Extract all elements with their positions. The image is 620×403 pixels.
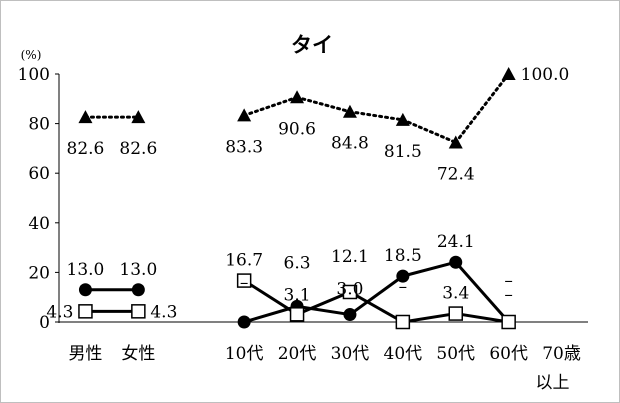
data-label: 83.3 bbox=[225, 137, 263, 157]
data-label: 82.6 bbox=[67, 139, 105, 159]
data-label: 6.3 bbox=[284, 253, 311, 273]
data-label: 13.0 bbox=[67, 260, 105, 280]
triangle-marker bbox=[131, 110, 146, 124]
x-category-label: 70歳 bbox=[542, 344, 581, 364]
square-marker bbox=[236, 273, 252, 288]
x-category-label: 男性 bbox=[68, 344, 102, 364]
data-label: 12.1 bbox=[331, 247, 369, 267]
square-marker bbox=[448, 306, 463, 321]
x-category-label: 以上 bbox=[536, 373, 570, 393]
series-line-segment bbox=[401, 118, 458, 144]
data-label: 3.0 bbox=[336, 280, 363, 300]
y-tick-label: 60 bbox=[28, 164, 50, 184]
series-line-segment bbox=[296, 304, 351, 317]
y-tick-label: 20 bbox=[28, 263, 50, 283]
data-label: 3.1 bbox=[284, 285, 311, 305]
series-line-segment bbox=[295, 95, 352, 114]
series-line-segment bbox=[243, 279, 298, 316]
triangle-marker bbox=[501, 67, 516, 80]
data-label: 90.6 bbox=[278, 119, 316, 139]
y-tick-labels: 0 20 40 60 80 100 bbox=[18, 65, 50, 333]
data-label: 13.0 bbox=[119, 260, 157, 280]
triangle-marker bbox=[237, 108, 252, 122]
y-tick-label: 80 bbox=[28, 115, 50, 135]
triangle-marker bbox=[395, 112, 410, 126]
circle-marker bbox=[131, 283, 145, 297]
series-line-segment bbox=[349, 274, 404, 316]
circle-marker bbox=[449, 255, 463, 269]
data-label: 72.4 bbox=[437, 164, 475, 184]
chart-title: タイ bbox=[291, 33, 333, 57]
x-category-label: 女性 bbox=[121, 344, 155, 364]
circle-marker bbox=[396, 269, 410, 283]
series-line-segment bbox=[242, 95, 299, 117]
data-label: 82.6 bbox=[119, 139, 157, 159]
x-category-label: 20代 bbox=[278, 344, 317, 364]
triangle-marker bbox=[448, 135, 463, 149]
series-group bbox=[78, 67, 516, 330]
data-label: 24.1 bbox=[437, 232, 475, 252]
square-marker bbox=[289, 307, 305, 322]
data-label: 81.5 bbox=[384, 142, 422, 162]
data-label: – bbox=[399, 277, 408, 297]
series-line-segment bbox=[402, 260, 457, 278]
circle-marker bbox=[343, 308, 357, 322]
square-marker bbox=[342, 284, 358, 300]
x-category-label: 30代 bbox=[331, 344, 370, 364]
data-label: – bbox=[504, 285, 513, 305]
data-labels: 82.6 82.6 83.3 90.6 84.8 81.5 72.4 100.0 13.0 13.… bbox=[46, 65, 569, 322]
x-category-label: 40代 bbox=[384, 344, 423, 364]
y-tick-label: 0 bbox=[39, 313, 50, 333]
y-tick-label: 100 bbox=[18, 65, 50, 85]
data-label: 3.4 bbox=[442, 284, 469, 304]
data-label: 4.3 bbox=[46, 302, 73, 322]
data-label: 4.3 bbox=[150, 302, 177, 322]
series-line-segment bbox=[296, 290, 351, 316]
triangle-marker bbox=[342, 104, 357, 118]
triangle-marker bbox=[290, 90, 305, 104]
data-label: 84.8 bbox=[331, 134, 369, 154]
series-line-segment bbox=[349, 290, 404, 324]
square-marker bbox=[131, 304, 146, 319]
unit-label: (%) bbox=[21, 48, 42, 62]
x-category-label: 50代 bbox=[436, 344, 475, 364]
series-line-segment bbox=[454, 261, 510, 323]
circle-marker bbox=[237, 315, 251, 329]
data-label: – bbox=[504, 271, 513, 291]
x-category-label: 60代 bbox=[489, 344, 528, 364]
data-label: 18.5 bbox=[384, 246, 422, 266]
square-marker bbox=[395, 314, 411, 330]
series-line-segment bbox=[454, 72, 511, 144]
x-category-label: 10代 bbox=[225, 344, 264, 364]
square-marker bbox=[501, 314, 516, 330]
triangle-marker bbox=[78, 110, 93, 124]
data-label: 16.7 bbox=[225, 251, 263, 271]
data-label: 100.0 bbox=[521, 65, 570, 85]
series-line-segment bbox=[348, 110, 405, 122]
square-marker bbox=[78, 304, 93, 319]
y-tick-label: 40 bbox=[28, 214, 50, 234]
data-label: – bbox=[240, 273, 249, 293]
series-line-segment bbox=[402, 312, 456, 324]
series-line-segment bbox=[455, 312, 509, 324]
circle-marker bbox=[78, 283, 92, 297]
